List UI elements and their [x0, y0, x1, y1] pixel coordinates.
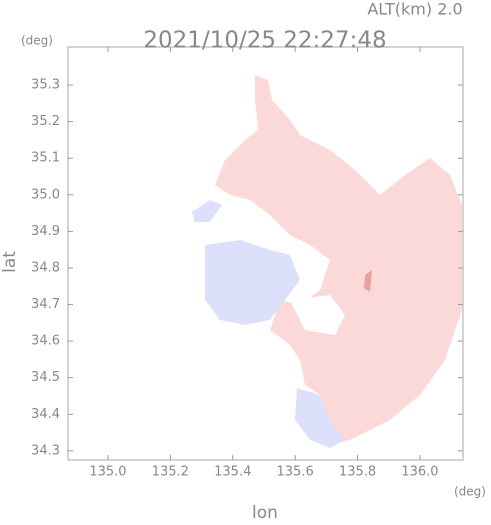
- x-tick-label: 135.4: [214, 465, 251, 480]
- x-tick-label: 135.2: [152, 465, 189, 480]
- y-tick-label: 34.6: [31, 334, 60, 349]
- y-tick-label: 35.0: [31, 187, 60, 202]
- x-tick-label: 135.8: [339, 465, 376, 480]
- y-tick-label: 34.9: [31, 224, 60, 239]
- x-tick-label: 135.0: [89, 465, 126, 480]
- x-tick-label: 135.6: [277, 465, 314, 480]
- y-unit: (deg): [21, 34, 53, 48]
- negative-echo: [205, 240, 300, 325]
- x-axis-label: lon: [252, 503, 278, 521]
- strong-echo: [364, 270, 372, 292]
- y-tick-label: 34.4: [31, 407, 60, 422]
- x-tick-label: 136.0: [401, 465, 438, 480]
- x-unit: (deg): [454, 485, 486, 499]
- positive-echo: [215, 75, 462, 445]
- y-tick-label: 34.8: [31, 260, 60, 275]
- y-tick-label: 34.7: [31, 297, 60, 312]
- y-tick-label: 35.1: [31, 151, 60, 166]
- plot-frame: [67, 46, 464, 461]
- y-tick-label: 34.5: [31, 370, 60, 385]
- no-echo: [290, 295, 345, 335]
- y-tick-label: 35.3: [31, 78, 60, 93]
- y-axis-label: lat: [0, 251, 20, 273]
- y-tick-label: 35.2: [31, 114, 60, 129]
- altitude-label: ALT(km) 2.0: [367, 0, 462, 19]
- chart-title: 2021/10/25 22:27:48: [143, 28, 386, 54]
- negative-echo: [192, 200, 222, 222]
- y-tick-label: 34.3: [31, 443, 60, 458]
- negative-echo: [295, 388, 345, 448]
